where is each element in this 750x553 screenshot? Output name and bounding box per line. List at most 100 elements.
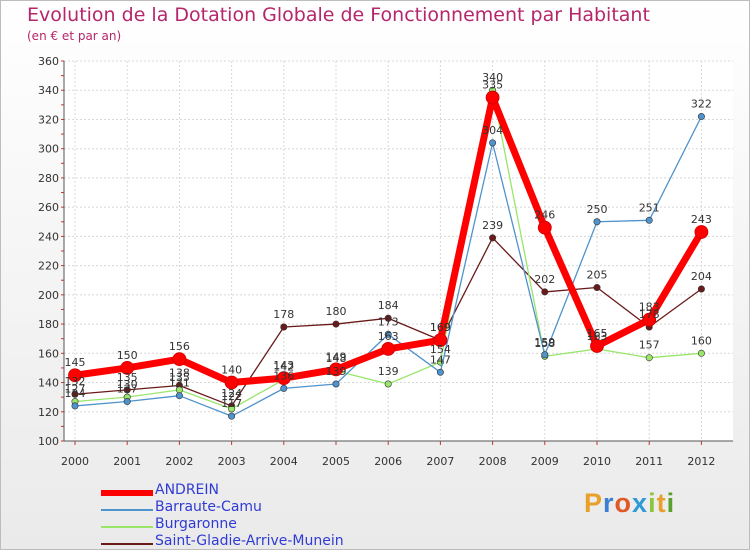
- data-label-barraute-camu: 131: [169, 377, 190, 390]
- data-point-andrein: [329, 362, 343, 377]
- data-label-andrein: 143: [273, 359, 294, 372]
- legend-label-burgaronne: Burgaronne: [155, 516, 237, 532]
- data-label-andrein: 165: [587, 327, 608, 340]
- data-label-burgaronne: 157: [639, 339, 660, 352]
- data-point-barraute-camu: [593, 218, 601, 226]
- data-label-barraute-camu: 159: [534, 336, 555, 349]
- x-tick-label: 2003: [218, 455, 246, 468]
- data-point-barraute-camu: [332, 380, 340, 388]
- y-tick-label: 320: [38, 113, 59, 126]
- data-label-barraute-camu: 322: [691, 98, 712, 111]
- data-point-barraute-camu: [280, 384, 288, 392]
- data-label-andrein: 335: [482, 79, 503, 92]
- data-point-barraute-camu: [436, 368, 444, 376]
- data-point-andrein: [694, 225, 709, 239]
- data-point-burgaronne: [228, 405, 236, 413]
- data-point-burgaronne: [645, 354, 653, 362]
- data-label-saint-gladie-arrive-munein: 132: [65, 375, 86, 388]
- data-label-saint-gladie-arrive-munein: 178: [639, 308, 660, 321]
- data-label-burgaronne: 135: [169, 371, 190, 384]
- data-label-burgaronne: 154: [430, 343, 451, 356]
- data-label-burgaronne: 158: [534, 337, 555, 350]
- data-label-saint-gladie-arrive-munein: 135: [117, 371, 138, 384]
- y-tick-label: 160: [38, 347, 59, 360]
- data-label-saint-gladie-arrive-munein: 138: [169, 366, 190, 379]
- data-label-saint-gladie-arrive-munein: 124: [221, 387, 242, 400]
- data-label-barraute-camu: 304: [482, 124, 503, 137]
- data-label-burgaronne: 127: [65, 383, 86, 396]
- data-label-andrein: 150: [117, 349, 138, 362]
- data-point-saint-gladie-arrive-munein: [697, 285, 705, 293]
- data-label-saint-gladie-arrive-munein: 169: [430, 321, 451, 334]
- y-tick-label: 180: [38, 318, 59, 331]
- data-label-andrein: 163: [378, 330, 399, 343]
- x-tick-label: 2005: [322, 455, 350, 468]
- proxiti-logo: Proxiti: [584, 488, 676, 518]
- x-tick-label: 2010: [583, 455, 611, 468]
- data-point-andrein: [485, 90, 500, 105]
- data-point-barraute-camu: [489, 139, 497, 147]
- data-label-andrein: 243: [691, 213, 712, 226]
- data-point-barraute-camu: [228, 412, 236, 420]
- data-point-barraute-camu: [71, 402, 79, 410]
- legend-label-saint-gladie-arrive-munein: Saint-Gladie-Arrive-Munein: [155, 533, 344, 549]
- data-label-saint-gladie-arrive-munein: 202: [534, 273, 555, 286]
- y-tick-label: 200: [38, 289, 59, 302]
- chart-title: Evolution de la Dotation Globale de Fonc…: [27, 4, 650, 26]
- data-point-barraute-camu: [384, 330, 392, 338]
- data-label-andrein: 145: [65, 356, 86, 369]
- y-tick-label: 240: [38, 230, 59, 243]
- legend-swatch-burgaronne: [101, 526, 153, 528]
- legend-swatch-saint-gladie-arrive-munein: [101, 543, 153, 545]
- data-point-saint-gladie-arrive-munein: [280, 323, 288, 331]
- x-tick-label: 2007: [426, 455, 454, 468]
- data-point-saint-gladie-arrive-munein: [384, 314, 392, 322]
- data-point-andrein: [642, 312, 657, 327]
- data-label-barraute-camu: 124: [65, 387, 86, 400]
- data-point-andrein: [120, 361, 135, 375]
- data-point-andrein: [68, 368, 82, 383]
- data-point-barraute-camu: [123, 398, 131, 406]
- data-point-saint-gladie-arrive-munein: [489, 234, 497, 242]
- data-label-saint-gladie-arrive-munein: 184: [378, 299, 399, 312]
- chart-subtitle: (en € et par an): [27, 29, 122, 43]
- data-point-burgaronne: [697, 349, 705, 357]
- y-tick-label: 220: [38, 260, 59, 273]
- x-tick-label: 2009: [531, 455, 559, 468]
- x-tick-label: 2004: [270, 455, 298, 468]
- y-tick-label: 100: [38, 435, 59, 448]
- x-tick-label: 2006: [374, 455, 402, 468]
- data-label-barraute-camu: 250: [587, 203, 608, 216]
- data-label-barraute-camu: 136: [273, 369, 294, 382]
- x-tick-label: 2001: [113, 455, 141, 468]
- data-label-saint-gladie-arrive-munein: 204: [691, 270, 712, 283]
- legend-label-andrein: ANDREIN: [155, 482, 220, 498]
- data-point-barraute-camu: [541, 351, 549, 359]
- x-tick-label: 2008: [479, 455, 507, 468]
- data-point-saint-gladie-arrive-munein: [593, 284, 601, 292]
- data-label-burgaronne: 139: [378, 365, 399, 378]
- y-tick-label: 280: [38, 172, 59, 185]
- y-tick-label: 340: [38, 84, 59, 97]
- data-label-saint-gladie-arrive-munein: 180: [326, 305, 347, 318]
- data-point-andrein: [537, 220, 552, 235]
- y-tick-label: 120: [38, 406, 59, 419]
- data-label-burgaronne: 148: [326, 352, 347, 365]
- data-label-barraute-camu: 147: [430, 353, 451, 366]
- plot-area: [64, 61, 733, 441]
- data-label-burgaronne: 122: [221, 390, 242, 403]
- data-label-andrein: 149: [326, 350, 347, 363]
- data-label-andrein: 156: [169, 340, 190, 353]
- data-label-barraute-camu: 117: [221, 397, 242, 410]
- data-point-saint-gladie-arrive-munein: [123, 386, 131, 394]
- data-point-andrein: [590, 339, 604, 353]
- data-point-andrein: [172, 352, 187, 367]
- data-label-andrein: 246: [534, 209, 555, 222]
- data-point-barraute-camu: [697, 113, 705, 121]
- data-label-barraute-camu: 251: [639, 201, 660, 214]
- data-label-burgaronne: 163: [587, 330, 608, 343]
- data-point-barraute-camu: [645, 216, 653, 224]
- x-tick-label: 2012: [687, 455, 715, 468]
